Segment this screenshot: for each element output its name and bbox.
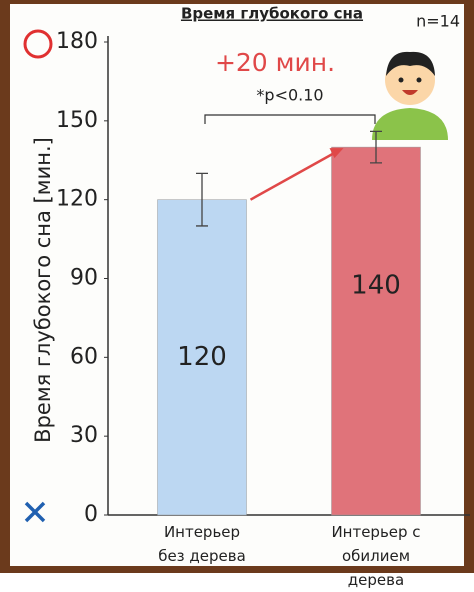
bar [332, 147, 421, 515]
y-tick-label: 150 [56, 108, 98, 133]
x-tick-label: Интерьер без дерева [152, 520, 252, 568]
y-tick-label: 180 [56, 29, 98, 54]
p-value: *p<0.10 [256, 86, 323, 105]
y-tick-label: 60 [70, 344, 98, 369]
y-axis-label: Время глубокого сна [мин.] [31, 137, 55, 443]
chart: Время глубокого сна n=14 Время глубокого… [0, 0, 474, 573]
y-tick-label: 0 [84, 502, 98, 527]
y-tick-label: 120 [56, 187, 98, 212]
x-tick-label: Интерьер с обилием дерева [314, 520, 439, 592]
y-tick-label: 30 [70, 423, 98, 448]
chart-title: Время глубокого сна [181, 5, 363, 23]
y-tick-label: 90 [70, 266, 98, 291]
value-label: 120 [177, 342, 227, 372]
difference-label: +20 мин. [215, 48, 335, 77]
value-label: 140 [351, 271, 401, 301]
page: Время глубокого сна n=14 Время глубокого… [0, 0, 474, 573]
sample-size: n=14 [416, 12, 460, 31]
